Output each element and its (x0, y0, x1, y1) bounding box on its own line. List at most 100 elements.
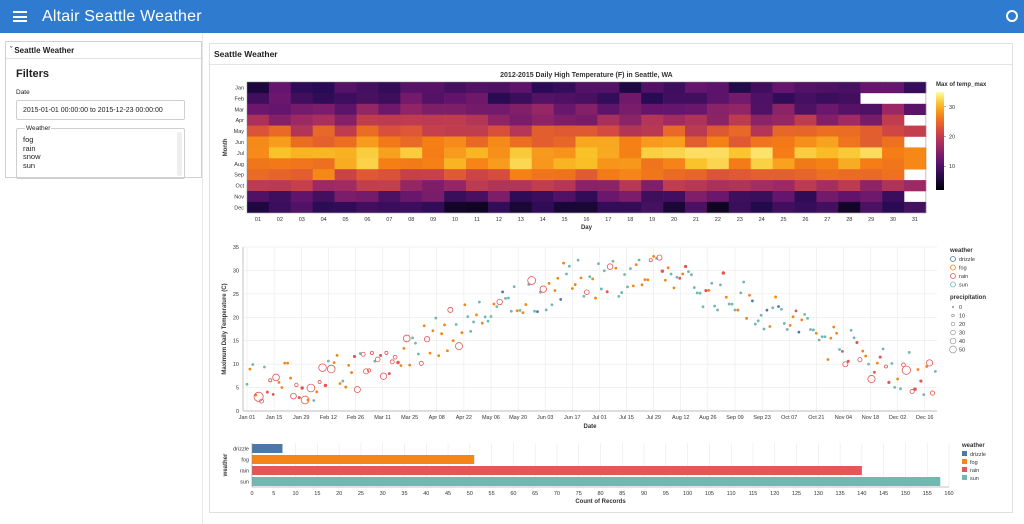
scatter-point (568, 264, 571, 268)
scatter-x-tick: Feb 12 (320, 415, 337, 421)
scatter-y-tick: 5 (236, 386, 239, 392)
weather-option[interactable]: snow (23, 152, 41, 162)
heatmap-cell (422, 158, 445, 170)
scatter-point (692, 286, 696, 289)
heatmap-cell (509, 180, 532, 192)
scatter-point (683, 264, 688, 269)
heatmap-cell (290, 114, 313, 126)
sidebar-panel-header[interactable]: ˇ Seattle Weather (6, 42, 201, 59)
scatter-point (352, 354, 357, 359)
heatmap-cell (487, 158, 511, 170)
heatmap-cell (860, 125, 883, 137)
filters-title: Filters (16, 68, 50, 80)
heatmap-cell (728, 201, 751, 214)
heatmap-cell (290, 82, 313, 94)
scatter-point (669, 272, 673, 276)
heatmap-cell (400, 136, 423, 148)
heatmap-cell (312, 158, 335, 170)
heatmap-cell (838, 201, 861, 214)
scatter-point (562, 261, 565, 265)
bar-legend-label: rain (970, 468, 979, 474)
heatmap-cell (816, 180, 839, 192)
heatmap-cell (904, 201, 927, 214)
weather-multiselect[interactable]: Weather fog rain snow sun (16, 125, 185, 179)
heatmap-cell (663, 125, 686, 137)
scatter-point (524, 303, 528, 306)
heatmap-x-tick: 15 (561, 217, 567, 223)
heatmap-cell (553, 180, 576, 192)
heatmap-cell (356, 136, 379, 148)
scatter-point (414, 341, 417, 345)
heatmap-cell (334, 158, 357, 170)
scatter-point (477, 300, 481, 304)
size-legend-symbol (949, 337, 957, 345)
heatmap-cell (575, 125, 598, 137)
weather-options[interactable]: fog rain snow sun (23, 135, 41, 171)
scatter-point (469, 329, 473, 333)
heatmap-cell (663, 82, 686, 94)
heatmap-cell (487, 92, 511, 105)
scatter-x-tick: Dec 02 (889, 415, 906, 421)
heatmap-cell (860, 191, 883, 203)
heatmap-cell (422, 201, 445, 214)
scatter-point (492, 302, 496, 306)
bar-legend-label: fog (970, 460, 978, 466)
scatter-x-tick: Nov 04 (835, 415, 852, 421)
heatmap-frame (246, 81, 927, 214)
scatter-point (379, 353, 383, 358)
heatmap-legend-label: 20 (949, 135, 955, 141)
scatter-point (777, 305, 780, 308)
weather-label: Weather (25, 125, 52, 132)
heatmap-cell (422, 103, 445, 115)
scatter-point (849, 328, 853, 332)
weather-option[interactable]: fog (23, 135, 34, 144)
heatmap-cell (706, 191, 730, 203)
heatmap-cell (268, 191, 292, 203)
scatter-point (846, 359, 850, 363)
scatter-point (472, 320, 475, 324)
heatmap-cell (619, 103, 642, 115)
chevron-down-icon[interactable]: ˇ (10, 46, 13, 54)
heatmap-cell (794, 158, 817, 170)
heatmap-cell (290, 158, 313, 170)
heatmap-cell (750, 169, 773, 181)
scatter-point (835, 331, 839, 335)
weather-option[interactable]: sun (23, 161, 36, 171)
heatmap-cell (619, 147, 642, 159)
scatter-x-tick: Aug 12 (672, 415, 689, 421)
heatmap-cell (685, 82, 708, 94)
heatmap-cell (247, 82, 270, 94)
size-legend-label: 50 (959, 348, 965, 354)
scatter-point (788, 323, 792, 327)
heatmap-cell (531, 180, 554, 192)
menu-icon[interactable] (13, 11, 27, 22)
scatter-legend-label: sun (959, 283, 968, 289)
heatmap-cell (597, 158, 620, 170)
scatter-point (606, 263, 614, 270)
status-icon[interactable] (1006, 10, 1018, 22)
heatmap-cell (312, 114, 335, 126)
scatter-point (756, 319, 760, 323)
scatter-point (933, 369, 937, 373)
heatmap-cell (290, 103, 313, 115)
heatmap-cell (444, 136, 467, 148)
scatter-point (507, 296, 510, 300)
date-range-input[interactable]: 2015-01-01 00:00:00 to 2015-12-23 00:00:… (16, 100, 185, 120)
scatter-point (271, 392, 275, 396)
heatmap-cell (247, 201, 270, 214)
heatmap-cell (641, 180, 664, 192)
scatter-point (402, 334, 411, 343)
scatter-point (841, 349, 844, 353)
bar-y-label: weather (223, 453, 229, 477)
heatmap-cell (575, 180, 598, 192)
heatmap-cell (509, 158, 532, 170)
scatter-point (617, 294, 621, 298)
scatter-point (366, 368, 372, 373)
heatmap-cell (816, 201, 839, 214)
weather-scrollbar[interactable] (177, 132, 182, 176)
scatter-point (620, 291, 624, 294)
scatter-point (559, 297, 563, 301)
weather-option[interactable]: rain (23, 143, 36, 153)
heatmap-cell (553, 82, 576, 94)
heatmap-cell (444, 201, 467, 214)
